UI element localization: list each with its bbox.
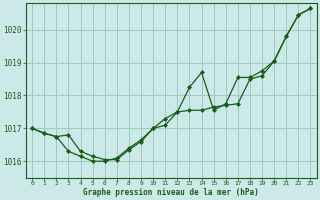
X-axis label: Graphe pression niveau de la mer (hPa): Graphe pression niveau de la mer (hPa)	[84, 188, 259, 197]
